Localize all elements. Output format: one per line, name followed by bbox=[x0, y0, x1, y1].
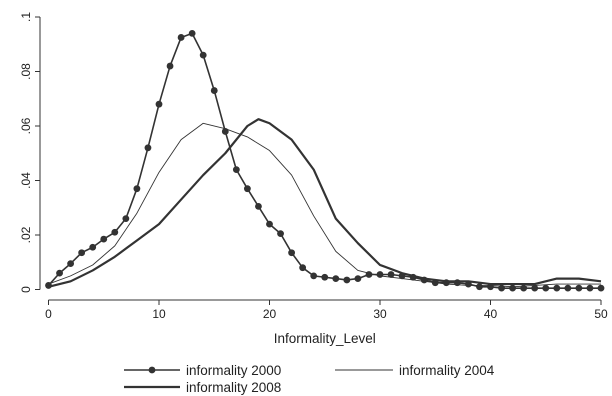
x-tick-label: 50 bbox=[594, 307, 608, 321]
data-point bbox=[255, 203, 262, 210]
data-point bbox=[542, 285, 549, 292]
y-tick-label: .02 bbox=[19, 226, 33, 243]
data-point bbox=[78, 249, 85, 256]
legend-item: informality 2000 bbox=[124, 363, 281, 378]
data-point bbox=[122, 215, 129, 222]
legend-label: informality 2000 bbox=[186, 363, 281, 378]
data-point bbox=[211, 87, 218, 94]
data-point bbox=[100, 236, 107, 243]
x-axis-title: Informality_Level bbox=[274, 331, 376, 346]
data-point bbox=[321, 274, 328, 281]
data-point bbox=[564, 285, 571, 292]
data-point bbox=[266, 221, 273, 228]
data-point bbox=[145, 144, 152, 151]
y-tick-label: .08 bbox=[19, 63, 33, 80]
data-point bbox=[343, 277, 350, 284]
data-point bbox=[244, 185, 251, 192]
data-point bbox=[67, 260, 74, 267]
data-point bbox=[111, 229, 118, 236]
legend-label: informality 2004 bbox=[399, 363, 495, 378]
series-0 bbox=[45, 30, 604, 292]
data-point bbox=[288, 249, 295, 256]
y-tick-label: .06 bbox=[19, 117, 33, 134]
x-tick-label: 0 bbox=[45, 307, 52, 321]
axes bbox=[40, 17, 601, 300]
data-point bbox=[178, 34, 185, 41]
x-tick-label: 40 bbox=[484, 307, 498, 321]
y-tick-label: 0 bbox=[19, 286, 33, 293]
x-tick-label: 30 bbox=[373, 307, 387, 321]
data-point bbox=[310, 272, 317, 279]
data-point bbox=[200, 52, 207, 59]
data-point bbox=[377, 271, 384, 278]
data-point bbox=[598, 285, 605, 292]
data-point bbox=[134, 185, 141, 192]
data-point bbox=[277, 230, 284, 237]
series-group bbox=[45, 30, 604, 292]
data-point bbox=[167, 63, 174, 70]
legend-marker bbox=[149, 367, 156, 374]
data-point bbox=[56, 270, 63, 277]
data-point bbox=[189, 30, 196, 37]
data-point bbox=[509, 285, 516, 292]
data-point bbox=[156, 101, 163, 108]
x-tick-label: 10 bbox=[152, 307, 166, 321]
legend-item: informality 2004 bbox=[335, 363, 495, 378]
data-point bbox=[355, 275, 362, 282]
data-point bbox=[587, 285, 594, 292]
data-point bbox=[233, 166, 240, 173]
data-point bbox=[332, 275, 339, 282]
legend-item: informality 2008 bbox=[124, 380, 281, 395]
y-tick-label: .04 bbox=[19, 172, 33, 189]
legend: informality 2000 informality 2004 informal… bbox=[124, 363, 495, 395]
data-point bbox=[553, 285, 560, 292]
data-point bbox=[89, 244, 96, 251]
data-point bbox=[476, 283, 483, 290]
legend-label: informality 2008 bbox=[186, 380, 281, 395]
y-tick-label: .1 bbox=[19, 12, 33, 22]
series-line bbox=[49, 33, 602, 288]
data-point bbox=[576, 285, 583, 292]
data-point bbox=[299, 264, 306, 271]
x-tick-label: 20 bbox=[263, 307, 277, 321]
